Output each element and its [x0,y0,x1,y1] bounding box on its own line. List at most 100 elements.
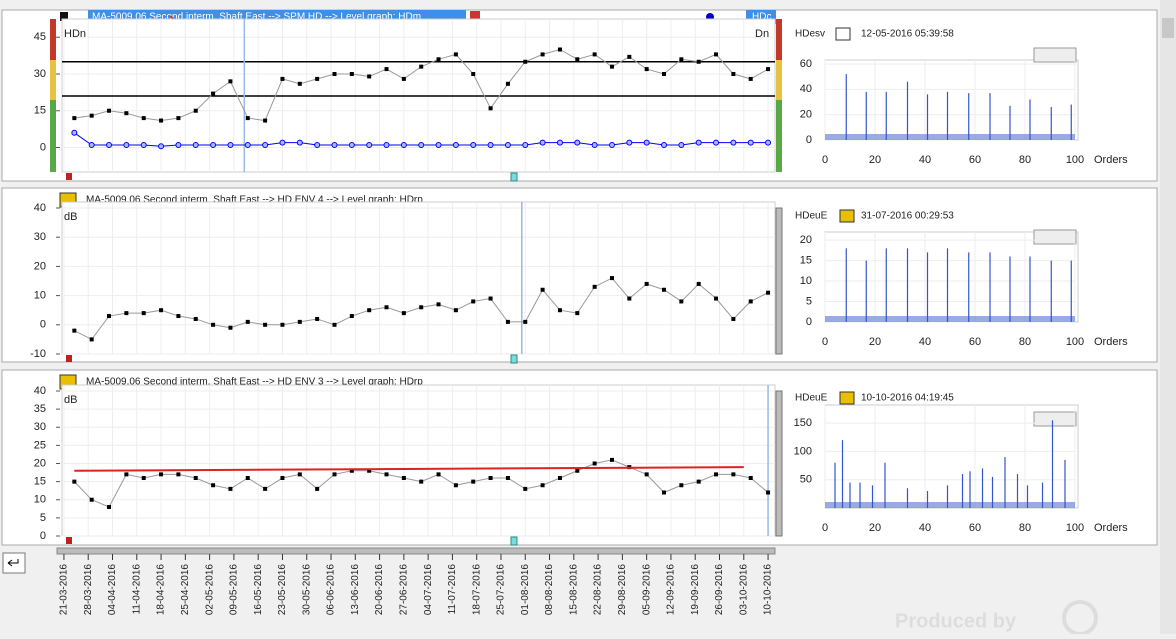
point [679,57,684,62]
point [539,139,546,146]
scroll-thumb[interactable] [1162,18,1174,38]
cursor-handle [510,354,518,364]
x-tick-label: 03-10-2016 [738,564,749,616]
point [713,139,720,146]
point [730,139,737,146]
point [366,142,373,149]
x-tick-label: 100 [1066,522,1084,534]
trend-line [74,466,744,472]
y-tick-label: 20 [34,457,46,469]
point [89,497,94,502]
x-tick-label: 0 [822,522,828,534]
point [471,72,476,76]
point [123,142,130,149]
watermark-logo [1062,600,1098,636]
y-tick-label: 5 [806,295,812,307]
y-tick-label: 45 [34,31,46,43]
point [436,302,441,307]
spectrum-label: HDeuE [795,211,828,222]
y-tick-label: 15 [34,476,46,488]
point [384,472,389,477]
y-tick-label: 0 [40,141,46,153]
y-tick-label: -10 [30,348,46,360]
panel-title: MA-5009.06 Second interm. Shaft East -->… [92,12,421,23]
point [470,142,477,149]
x-tick-label: 40 [919,336,931,348]
x-tick-label: 0 [822,336,828,348]
point [245,319,250,324]
x-axis-label: Orders [1094,336,1128,348]
point [523,59,528,64]
point [141,311,146,316]
point [245,116,250,121]
point [89,113,94,118]
point [575,311,580,316]
y-tick-label: 40 [34,202,46,214]
point [419,479,424,484]
y-tick-label: 10 [34,290,46,302]
plot-area [61,384,776,537]
level-band [50,60,56,100]
point [523,486,528,491]
point [644,67,649,72]
point [504,142,511,149]
x-tick-label: 23-05-2016 [277,564,288,616]
point [662,490,667,495]
point [192,142,199,149]
x-tick-label: 27-06-2016 [399,564,410,616]
x-tick-label: 18-07-2016 [471,564,482,616]
y-axis-label: HDn [64,28,86,40]
point [107,314,112,319]
y-tick-label: 0 [806,316,812,328]
y-tick-label: 10 [34,494,46,506]
flag-icon[interactable] [470,11,480,20]
point [488,106,493,111]
point [643,139,650,146]
point [609,457,614,462]
x-tick-label: 06-06-2016 [326,564,337,616]
point [332,472,337,477]
y-tick-label: 5 [40,512,46,524]
point [575,468,580,473]
point [748,299,753,304]
point [141,116,146,121]
x-tick-label: 0 [822,154,828,166]
point [748,76,753,81]
x-tick-label: 30-05-2016 [301,564,312,616]
point [211,91,216,96]
point [193,316,198,321]
point [679,299,684,304]
point [452,142,459,149]
point [453,308,458,313]
point [453,52,458,57]
point [297,81,302,86]
point [401,76,406,81]
point [731,472,736,477]
point [331,142,338,149]
point [766,290,771,295]
x-tick-label: 11-07-2016 [447,564,458,615]
point [159,472,164,477]
point [695,139,702,146]
scrollbar[interactable] [1160,0,1176,634]
point [471,479,476,484]
point [107,505,112,509]
point [731,72,736,76]
x-tick-label: 05-09-2016 [641,564,652,616]
point [400,142,407,149]
scale-bar [775,390,783,537]
x-tick-label: 04-04-2016 [107,564,118,616]
x-tick-label: 40 [919,522,931,534]
point [367,74,372,79]
noise-floor [825,316,1075,322]
timestamp: 31-07-2016 00:29:53 [861,211,954,222]
x-tick-label: 08-08-2016 [544,564,555,616]
point [714,472,719,477]
point [315,316,320,321]
point [435,142,442,149]
spectrum-plot [824,231,1079,323]
point [348,142,355,149]
x-tick-label: 16-05-2016 [253,564,264,616]
timestamp: 10-10-2016 04:19:45 [861,393,954,404]
panel-title: MA-5009.06 Second interm. Shaft East -->… [86,195,423,206]
